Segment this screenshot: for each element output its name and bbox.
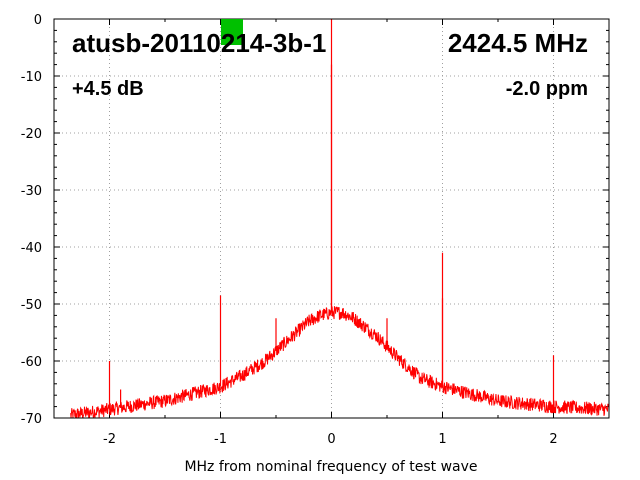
y-tick-label: -30 [21,184,42,199]
gain-label: +4.5 dB [72,78,144,100]
ppm-label: -2.0 ppm [506,78,588,100]
x-axis-label: MHz from nominal frequency of test wave [184,459,477,475]
chart-title: atusb-20110214-3b-1 [72,28,326,58]
y-tick-label: -20 [21,127,42,142]
x-tick-label: -1 [214,432,227,447]
x-tick-label: -2 [103,432,116,447]
y-tick-label: -40 [21,241,42,256]
y-tick-label: 0 [34,13,42,28]
y-tick-label: -10 [21,70,42,85]
spectrum-series [70,19,610,419]
x-tick-label: 1 [438,432,446,447]
x-tick-label: 0 [327,432,335,447]
frequency-label: 2424.5 MHz [448,28,588,58]
y-tick-label: -70 [21,412,42,427]
noise-floor-line [70,306,610,419]
status-indicator [221,19,243,45]
x-tick-label: 2 [549,432,557,447]
plot-frame [53,18,610,419]
y-tick-label: -50 [21,298,42,313]
y-tick-label: -60 [21,355,42,370]
